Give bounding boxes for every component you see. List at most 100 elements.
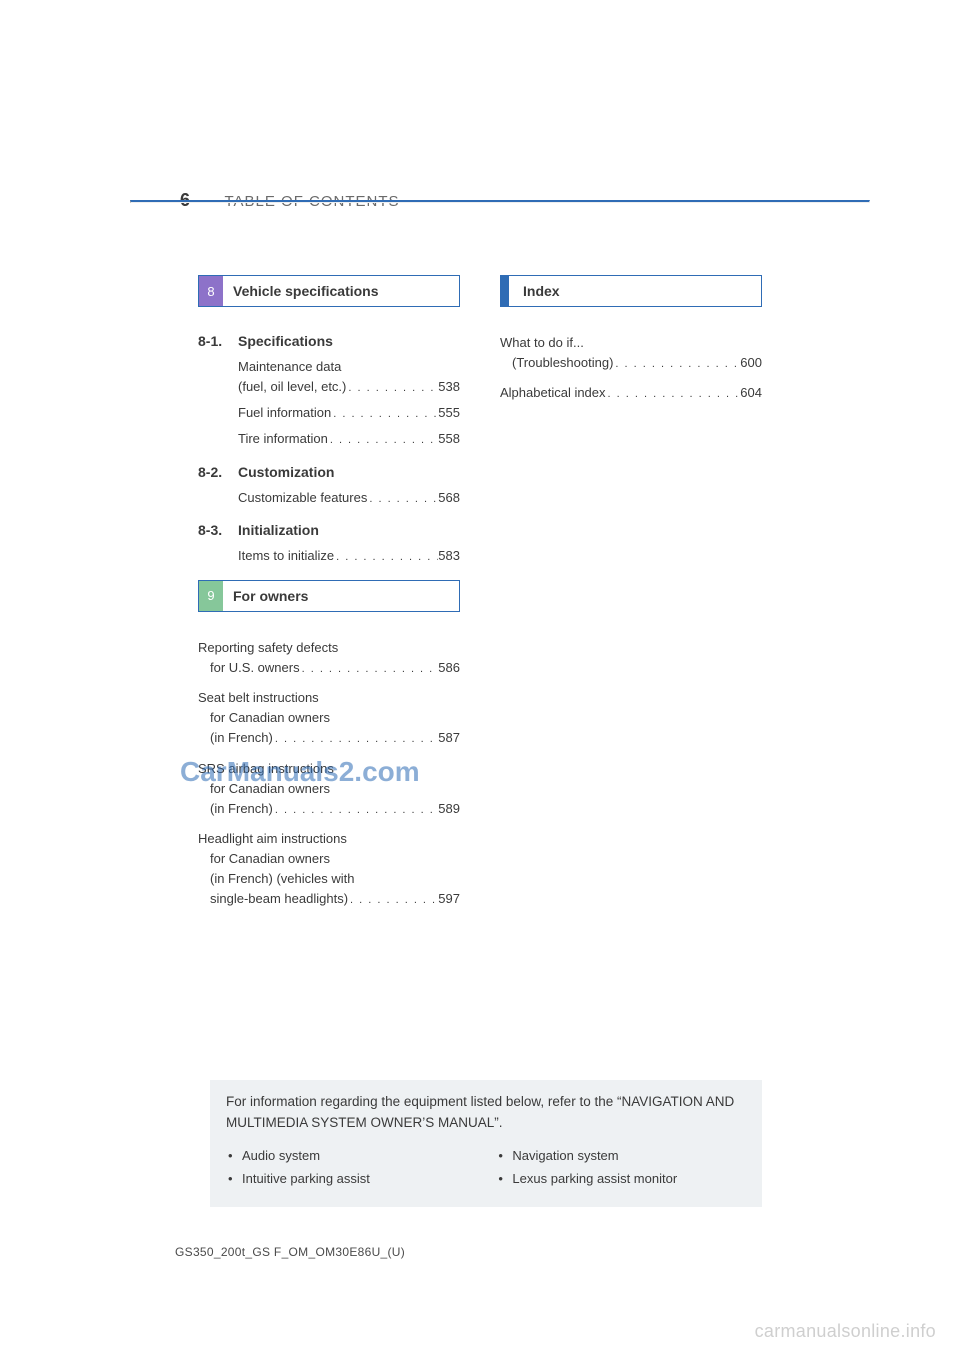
toc-entry: Customizable features. . . . . . . . . .… <box>238 488 460 508</box>
toc-entry-label: Items to initialize <box>238 546 334 566</box>
left-column: 8 Vehicle specifications 8-1.Specificati… <box>198 275 460 920</box>
toc-entry-page: 604 <box>740 383 762 403</box>
toc-entries: Customizable features. . . . . . . . . .… <box>198 488 460 508</box>
toc-entry: Headlight aim instructionsfor Canadian o… <box>198 829 460 910</box>
section-9-title: For owners <box>233 588 308 604</box>
toc-entry-dots: . . . . . . . . . . . . . . . . . . . . … <box>367 491 438 508</box>
toc-entry-dots: . . . . . . . . . . . . . . . . . . . . … <box>613 356 740 373</box>
info-box-bullets-right: Navigation systemLexus parking assist mo… <box>496 1144 746 1191</box>
toc-group: 8-2.Customization Customizable features. … <box>198 464 460 508</box>
toc-heading-text: Specifications <box>238 333 333 349</box>
toc-entry: Fuel information. . . . . . . . . . . . … <box>238 403 460 423</box>
toc-entry-row: (Troubleshooting). . . . . . . . . . . .… <box>500 353 762 373</box>
toc-entry-row: Alphabetical index. . . . . . . . . . . … <box>500 383 762 403</box>
toc-entry-line: Maintenance data <box>238 357 460 377</box>
toc-group: 8-3.Initialization Items to initialize. .… <box>198 522 460 566</box>
toc-entry-dots: . . . . . . . . . . . . . . . . . . . . … <box>606 386 741 403</box>
toc-entries: Reporting safety defectsfor U.S. owners.… <box>198 638 460 910</box>
info-bullet: Intuitive parking assist <box>226 1167 476 1190</box>
toc-entry-page: 568 <box>438 488 460 508</box>
toc-entry-label: Alphabetical index <box>500 383 606 403</box>
toc-entry-row: for U.S. owners. . . . . . . . . . . . .… <box>198 658 460 678</box>
section-9-tab: 9 <box>199 581 223 611</box>
toc-entry: What to do if...(Troubleshooting). . . .… <box>500 333 762 373</box>
toc-entry-label: Customizable features <box>238 488 367 508</box>
toc-heading: 8-2.Customization <box>198 464 460 480</box>
toc-entry-label: (in French) <box>210 799 273 819</box>
toc-heading: 8-3.Initialization <box>198 522 460 538</box>
toc-entry: Items to initialize. . . . . . . . . . .… <box>238 546 460 566</box>
toc-entry-line: (in French) (vehicles with <box>198 869 460 889</box>
toc-entry-label: (fuel, oil level, etc.) <box>238 377 346 397</box>
toc-entry-page: 600 <box>740 353 762 373</box>
toc-entry-page: 555 <box>438 403 460 423</box>
doc-code: GS350_200t_GS F_OM_OM30E86U_(U) <box>175 1245 405 1259</box>
page: 6 TABLE OF CONTENTS 8 Vehicle specificat… <box>0 0 960 1358</box>
index-body: What to do if...(Troubleshooting). . . .… <box>500 333 762 403</box>
toc-heading: 8-1.Specifications <box>198 333 460 349</box>
toc-entry: Seat belt instructionsfor Canadian owner… <box>198 688 460 748</box>
info-bullet: Navigation system <box>496 1144 746 1167</box>
toc-entry-line: Reporting safety defects <box>198 638 460 658</box>
toc-entry-label: Fuel information <box>238 403 331 423</box>
toc-entry-line: Seat belt instructions <box>198 688 460 708</box>
toc-entry-row: Items to initialize. . . . . . . . . . .… <box>238 546 460 566</box>
toc-entry-row: (fuel, oil level, etc.). . . . . . . . .… <box>238 377 460 397</box>
content-columns: 8 Vehicle specifications 8-1.Specificati… <box>198 275 762 920</box>
toc-heading-text: Customization <box>238 464 334 480</box>
toc-entry: Tire information. . . . . . . . . . . . … <box>238 429 460 449</box>
toc-entry-page: 586 <box>438 658 460 678</box>
toc-entry-page: 589 <box>438 799 460 819</box>
toc-entry-row: Customizable features. . . . . . . . . .… <box>238 488 460 508</box>
page-header: 6 TABLE OF CONTENTS <box>180 190 780 224</box>
toc-entry-row: Tire information. . . . . . . . . . . . … <box>238 429 460 449</box>
section-8-title: Vehicle specifications <box>233 283 379 299</box>
toc-entry: SRS airbag instructionsfor Canadian owne… <box>198 759 460 819</box>
toc-entry-label: (Troubleshooting) <box>512 353 613 373</box>
toc-entry-label: for U.S. owners <box>210 658 300 678</box>
toc-entry-line: What to do if... <box>500 333 762 353</box>
header-rule <box>130 200 870 203</box>
info-bullet: Lexus parking assist monitor <box>496 1167 746 1190</box>
toc-entry-dots: . . . . . . . . . . . . . . . . . . . . … <box>346 380 438 397</box>
toc-entry-label: single-beam headlights) <box>210 889 348 909</box>
toc-heading-num: 8-3. <box>198 522 238 538</box>
index-header: Index <box>500 275 762 307</box>
toc-entry-line: SRS airbag instructions <box>198 759 460 779</box>
toc-entries: Maintenance data (fuel, oil level, etc.)… <box>198 357 460 450</box>
toc-entry-row: (in French). . . . . . . . . . . . . . .… <box>198 728 460 748</box>
toc-entry-dots: . . . . . . . . . . . . . . . . . . . . … <box>273 731 438 748</box>
toc-entry-row: single-beam headlights). . . . . . . . .… <box>198 889 460 909</box>
toc-entry-row: (in French). . . . . . . . . . . . . . .… <box>198 799 460 819</box>
toc-entry-dots: . . . . . . . . . . . . . . . . . . . . … <box>348 892 438 909</box>
toc-entry: Reporting safety defectsfor U.S. owners.… <box>198 638 460 678</box>
toc-entry-page: 587 <box>438 728 460 748</box>
toc-entry-line: for Canadian owners <box>198 779 460 799</box>
section-8-tab: 8 <box>199 276 223 306</box>
toc-entry-row: Fuel information. . . . . . . . . . . . … <box>238 403 460 423</box>
toc-entry-line: for Canadian owners <box>198 849 460 869</box>
info-box-bullets-left: Audio systemIntuitive parking assist <box>226 1144 476 1191</box>
section-8-header: 8 Vehicle specifications <box>198 275 460 307</box>
toc-entry: Maintenance data (fuel, oil level, etc.)… <box>238 357 460 397</box>
watermark-bottom: carmanualsonline.info <box>755 1321 936 1342</box>
info-box: For information regarding the equipment … <box>210 1080 762 1207</box>
toc-heading-text: Initialization <box>238 522 319 538</box>
toc-entry-dots: . . . . . . . . . . . . . . . . . . . . … <box>334 549 438 566</box>
section-9-body: Reporting safety defectsfor U.S. owners.… <box>198 638 460 910</box>
toc-entry-line: for Canadian owners <box>198 708 460 728</box>
toc-entries: Items to initialize. . . . . . . . . . .… <box>198 546 460 566</box>
info-box-bullets: Audio systemIntuitive parking assist Nav… <box>226 1144 746 1191</box>
toc-entry-page: 558 <box>438 429 460 449</box>
info-box-text: For information regarding the equipment … <box>226 1092 746 1134</box>
toc-entry-dots: . . . . . . . . . . . . . . . . . . . . … <box>331 406 438 423</box>
section-9-header: 9 For owners <box>198 580 460 612</box>
toc-entry-label: (in French) <box>210 728 273 748</box>
toc-heading-num: 8-1. <box>198 333 238 349</box>
section-8-body: 8-1.Specifications Maintenance data (fuel… <box>198 333 460 566</box>
index-title: Index <box>523 283 560 299</box>
toc-entry-dots: . . . . . . . . . . . . . . . . . . . . … <box>273 802 438 819</box>
info-bullet: Audio system <box>226 1144 476 1167</box>
toc-entry-dots: . . . . . . . . . . . . . . . . . . . . … <box>328 432 438 449</box>
toc-entry-label: Tire information <box>238 429 328 449</box>
